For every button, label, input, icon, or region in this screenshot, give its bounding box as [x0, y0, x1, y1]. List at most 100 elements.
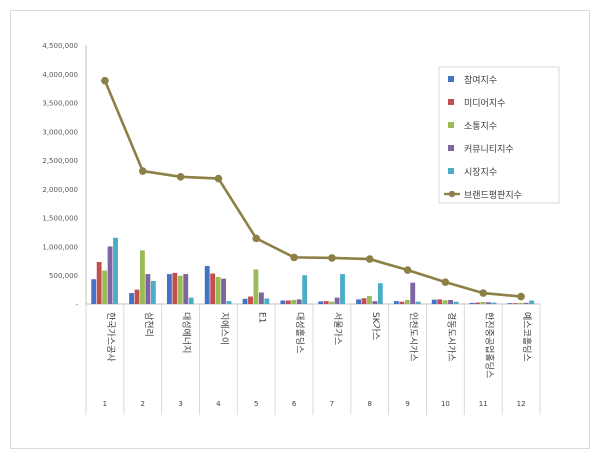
- line-point: [403, 266, 412, 274]
- bar: [140, 250, 145, 304]
- y-tick-label: -: [75, 301, 78, 309]
- y-tick-label: 4,000,000: [42, 71, 78, 79]
- x-rank-label: 4: [216, 400, 221, 408]
- x-rank-label: 3: [178, 400, 182, 408]
- bar: [367, 295, 372, 304]
- bar: [329, 301, 335, 304]
- bar: [437, 299, 443, 304]
- line-point: [517, 292, 525, 301]
- bar: [296, 299, 302, 304]
- bar: [491, 302, 497, 304]
- x-rank-label: 9: [405, 400, 409, 408]
- bar: [377, 283, 383, 304]
- x-rank-label: 2: [141, 400, 145, 408]
- bar: [242, 298, 248, 304]
- y-tick-label: 3,000,000: [42, 128, 78, 136]
- bar: [188, 297, 194, 304]
- bar: [210, 273, 216, 304]
- y-tick-label: 3,500,000: [42, 100, 78, 108]
- line-point: [214, 174, 223, 183]
- x-rank-label: 8: [368, 400, 372, 408]
- bar: [102, 270, 108, 304]
- x-rank-label: 6: [292, 400, 297, 408]
- bar: [91, 279, 97, 304]
- legend-swatch: [448, 99, 454, 105]
- bar: [318, 301, 324, 304]
- line-point: [101, 76, 109, 85]
- bar: [480, 301, 486, 304]
- x-category-label: 예스코홀딩스: [521, 312, 533, 362]
- y-tick-label: 4,500,000: [42, 42, 78, 50]
- x-category-label: 지에스이: [218, 312, 229, 345]
- legend-label: 소통지수: [464, 121, 497, 132]
- x-category-label: 한진중공업홀딩스: [483, 312, 495, 378]
- bar: [248, 296, 253, 304]
- x-category-label: 삼천리: [143, 312, 154, 337]
- legend-label: 참여지수: [464, 74, 497, 86]
- x-category-label: 경동도시가스: [445, 312, 457, 362]
- legend-swatch: [448, 122, 454, 128]
- x-category-label: SK가스: [370, 312, 381, 340]
- bar: [361, 298, 367, 304]
- x-category-label: 대성에너지: [181, 312, 192, 353]
- bar: [264, 298, 270, 304]
- bar: [372, 301, 378, 304]
- bar: [166, 274, 172, 304]
- x-rank-label: 5: [254, 400, 258, 408]
- bar: [404, 299, 410, 304]
- legend-marker: [448, 190, 456, 198]
- line-point: [176, 173, 185, 181]
- bar: [523, 302, 529, 304]
- chart: - 500,000 1,000,000 1,500,000 2,000,000 2,500…: [42, 42, 560, 415]
- y-tick-label: 500,000: [49, 272, 78, 280]
- x-rank-label: 11: [479, 400, 488, 408]
- x-rank-label: 10: [441, 400, 450, 408]
- bar: [453, 301, 459, 304]
- legend-label: 브랜드평판지수: [464, 190, 522, 201]
- x-category-label: 대성홀딩스: [294, 312, 306, 353]
- x-rank-label: 12: [517, 400, 526, 408]
- bar: [285, 300, 291, 304]
- y-tick-label: 2,000,000: [42, 186, 78, 194]
- bar: [183, 274, 189, 304]
- x-category-label: E1: [256, 312, 266, 323]
- bar: [253, 269, 259, 304]
- bar: [145, 274, 151, 304]
- line-series: [103, 80, 522, 298]
- legend-box: [438, 66, 560, 204]
- bar: [291, 299, 297, 304]
- bar: [442, 300, 448, 304]
- bar: [107, 246, 113, 304]
- bar: [485, 302, 491, 304]
- bar: [507, 303, 513, 304]
- bar: [323, 301, 329, 304]
- legend-label: 시장지수: [464, 167, 497, 178]
- line-point: [328, 254, 336, 262]
- legend-swatch: [448, 76, 454, 82]
- legend-label: 미디어지수: [464, 98, 505, 109]
- bar: [150, 280, 156, 304]
- bar: [258, 292, 264, 304]
- y-tick-label: 1,500,000: [42, 215, 78, 223]
- bar: [96, 261, 102, 304]
- bar: [221, 278, 226, 304]
- bar: [393, 301, 399, 304]
- bar: [129, 293, 134, 304]
- chart-frame: - 500,000 1,000,000 1,500,000 2,000,000 2,500…: [10, 10, 590, 449]
- bar: [512, 303, 518, 304]
- bar: [399, 301, 405, 304]
- x-category-label: 인천도시가스: [408, 312, 419, 362]
- line-point: [290, 253, 298, 262]
- bar: [302, 275, 308, 304]
- bar: [475, 302, 480, 304]
- bar: [431, 299, 437, 304]
- bar: [172, 272, 178, 304]
- legend-swatch: [448, 168, 454, 174]
- bar: [356, 299, 361, 304]
- bar: [529, 300, 535, 304]
- bar: [415, 301, 421, 304]
- line-point: [138, 167, 147, 175]
- bar: [280, 300, 286, 304]
- bar: [448, 299, 453, 304]
- line-point: [479, 289, 488, 297]
